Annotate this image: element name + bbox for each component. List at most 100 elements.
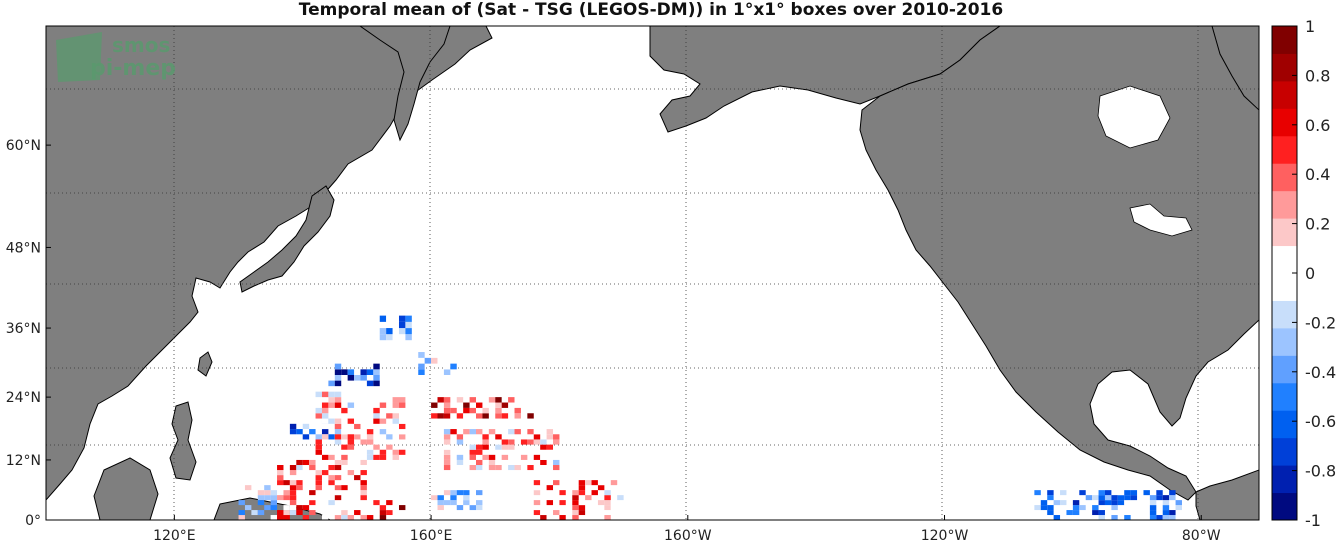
data-cell xyxy=(476,449,483,455)
colorbar-segment xyxy=(1272,190,1297,219)
data-cell xyxy=(540,510,547,516)
data-cell xyxy=(540,439,547,445)
data-cell xyxy=(456,413,464,419)
data-cell xyxy=(418,363,425,370)
data-cell xyxy=(1098,500,1105,506)
data-cell xyxy=(347,444,355,450)
data-cell xyxy=(302,515,310,520)
data-cell xyxy=(321,413,329,419)
data-cell xyxy=(289,510,297,516)
data-cell xyxy=(553,459,560,466)
data-cell xyxy=(1040,505,1048,511)
data-cell xyxy=(315,495,322,501)
data-cell xyxy=(476,434,483,440)
data-cell xyxy=(1060,500,1067,506)
data-cell xyxy=(443,454,451,460)
data-cell xyxy=(334,402,342,408)
data-cell xyxy=(443,402,451,408)
data-cell xyxy=(354,434,361,440)
data-cell xyxy=(533,480,541,486)
data-cell xyxy=(604,495,611,501)
data-cell xyxy=(341,407,348,414)
data-cell xyxy=(1111,495,1118,501)
data-cell xyxy=(476,490,483,496)
data-cell xyxy=(386,500,393,506)
data-cell xyxy=(321,470,329,476)
data-cell xyxy=(495,397,502,403)
data-cell xyxy=(604,500,611,506)
data-cell xyxy=(1085,500,1093,506)
data-cell xyxy=(366,413,374,419)
data-cell xyxy=(405,334,412,341)
data-cell xyxy=(251,510,258,516)
data-cell xyxy=(398,505,406,511)
data-cell xyxy=(277,465,284,471)
data-cell xyxy=(334,495,342,501)
data-cell xyxy=(379,418,387,424)
data-cell xyxy=(405,321,412,329)
data-cell xyxy=(1104,495,1112,501)
data-cell xyxy=(354,485,361,491)
data-cell xyxy=(289,465,297,471)
data-cell xyxy=(476,407,483,414)
data-cell xyxy=(257,500,265,506)
data-cell xyxy=(334,475,342,481)
data-cell xyxy=(1169,490,1176,496)
data-cell xyxy=(347,439,355,445)
data-cell xyxy=(277,480,284,486)
data-cell xyxy=(520,454,528,460)
data-cell xyxy=(379,429,387,435)
data-cell xyxy=(341,510,348,516)
data-cell xyxy=(443,490,451,496)
data-cell xyxy=(533,434,541,440)
data-cell xyxy=(591,490,598,496)
data-cell xyxy=(328,465,335,471)
data-cell xyxy=(328,500,335,506)
data-cell xyxy=(1092,505,1099,511)
data-cell xyxy=(334,391,342,398)
data-cell xyxy=(315,470,322,476)
data-cell xyxy=(437,490,444,496)
data-cell xyxy=(386,505,393,511)
data-cell xyxy=(469,449,477,455)
data-cell xyxy=(270,505,278,511)
data-cell xyxy=(360,470,367,476)
colorbar-segment xyxy=(1272,273,1297,301)
data-cell xyxy=(450,363,457,370)
data-cell xyxy=(1072,500,1080,506)
data-cell xyxy=(366,418,374,424)
x-axis: 120°E 160°E 160°W 120°W 80°W xyxy=(153,515,1221,544)
data-cell xyxy=(315,480,322,486)
data-cell xyxy=(463,490,470,496)
data-cell xyxy=(373,407,380,414)
data-cell xyxy=(469,397,477,403)
data-cell xyxy=(321,429,329,435)
data-cell xyxy=(405,315,412,322)
data-cell xyxy=(289,490,297,496)
data-cell xyxy=(463,429,470,435)
x-tick-label: 80°W xyxy=(1182,528,1221,544)
data-cell xyxy=(1124,495,1131,501)
data-cell xyxy=(321,515,329,520)
data-cell xyxy=(373,391,380,398)
y-tick-label: 48°N xyxy=(6,240,41,256)
data-cell xyxy=(238,515,245,520)
data-cell xyxy=(264,490,271,496)
chart-title: Temporal mean of (Sat - TSG (LEGOS-DM)) … xyxy=(299,0,1003,20)
data-cell xyxy=(456,459,464,466)
data-cell xyxy=(398,407,406,414)
data-cell xyxy=(469,407,477,414)
data-cell xyxy=(296,485,303,491)
data-cell xyxy=(1149,500,1157,506)
logo-text-pimep: pi-mep xyxy=(90,56,176,81)
data-cell xyxy=(270,515,278,520)
data-cell xyxy=(572,490,579,496)
data-cell xyxy=(283,490,290,496)
data-cell xyxy=(533,500,541,506)
data-cell xyxy=(315,485,322,491)
data-cell xyxy=(360,374,367,381)
data-cell xyxy=(341,485,348,491)
data-cell xyxy=(283,505,290,511)
data-cell xyxy=(482,439,489,445)
data-cell xyxy=(379,334,387,341)
